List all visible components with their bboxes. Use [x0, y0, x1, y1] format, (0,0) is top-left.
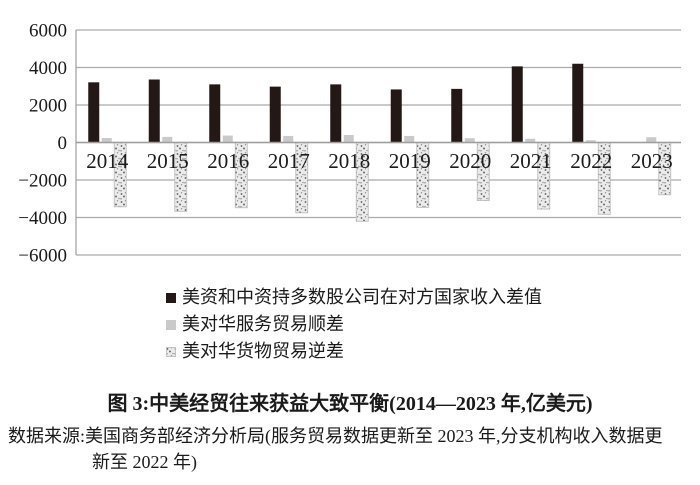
bar-income-gap [209, 84, 221, 143]
bar-income-gap [148, 79, 160, 143]
legend-label-income-gap: 美资和中资持多数股公司在对方国家收入差值 [182, 287, 542, 307]
source-line-2: 新至 2022 年) [92, 452, 197, 472]
bar-income-gap [572, 63, 584, 143]
x-tick-label: 2021 [510, 149, 552, 173]
bar-services-surplus [283, 135, 294, 143]
figure-title: 图 3:中美经贸往来获益大致平衡(2014—2023 年,亿美元) [107, 393, 593, 415]
bar-services-surplus [464, 138, 475, 143]
legend-item-services-surplus: 美对华服务贸易顺差 [166, 311, 542, 338]
legend-item-goods-deficit: 美对华货物贸易逆差 [166, 338, 542, 365]
legend-item-income-gap: 美资和中资持多数股公司在对方国家收入差值 [166, 284, 542, 311]
x-tick-label: 2014 [86, 149, 129, 173]
bar-services-surplus [525, 138, 536, 143]
x-tick-label: 2019 [389, 149, 431, 173]
bar-services-surplus [343, 135, 354, 143]
y-tick-label: −4000 [18, 208, 67, 229]
bar-income-gap [330, 84, 342, 143]
bar-services-surplus [101, 138, 112, 143]
y-tick-label: 4000 [29, 58, 67, 79]
legend-marker-goods-deficit-icon [166, 346, 176, 357]
bar-services-surplus [404, 135, 415, 143]
chart-legend: 美资和中资持多数股公司在对方国家收入差值 美对华服务贸易顺差 [166, 284, 542, 365]
bar-services-surplus [162, 136, 173, 143]
y-tick-label: 0 [58, 133, 68, 154]
bar-chart-plot: 6000 4000 2000 0 −2000 −4000 −6000 2014 2015 2016… [18, 21, 681, 267]
y-tick-label: −6000 [18, 246, 67, 267]
bar-income-gap [88, 82, 100, 143]
bar-income-gap [511, 66, 523, 143]
y-tick-label: 2000 [29, 96, 67, 117]
bar-services-surplus [585, 140, 596, 143]
x-tick-label: 2018 [328, 149, 370, 173]
x-tick-label: 2017 [268, 149, 310, 173]
legend-marker-income-gap-icon [166, 292, 176, 303]
bar-income-gap [390, 89, 402, 143]
bar-services-surplus [646, 137, 657, 143]
x-tick-label: 2022 [570, 149, 612, 173]
x-tick-label: 2016 [207, 149, 249, 173]
legend-label-services-surplus: 美对华服务贸易顺差 [182, 314, 344, 334]
source-line-1: 数据来源:美国商务部经济分析局(服务贸易数据更新至 2023 年,分支机构收入数… [8, 426, 663, 446]
bar-income-gap [451, 88, 463, 143]
y-tick-label: −2000 [18, 171, 67, 192]
x-tick-label: 2020 [449, 149, 491, 173]
bar-services-surplus [222, 135, 233, 143]
x-tick-label: 2015 [147, 149, 189, 173]
bar-income-gap [269, 86, 281, 143]
y-tick-label: 6000 [29, 21, 67, 42]
source-note: 数据来源:美国商务部经济分析局(服务贸易数据更新至 2023 年,分支机构收入数… [0, 423, 700, 475]
x-tick-label: 2023 [631, 149, 673, 173]
legend-label-goods-deficit: 美对华货物贸易逆差 [182, 341, 344, 361]
legend-marker-services-surplus-icon [166, 319, 176, 330]
